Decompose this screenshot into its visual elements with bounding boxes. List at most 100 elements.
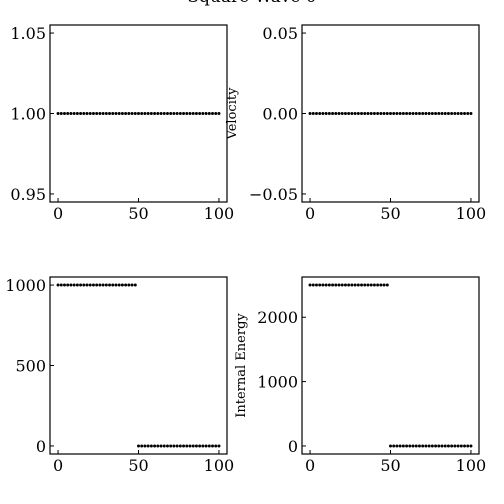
point [82, 283, 86, 287]
point [321, 112, 325, 115]
point [408, 112, 412, 115]
point [91, 112, 95, 115]
point [376, 112, 380, 115]
point [327, 112, 331, 115]
point [366, 112, 370, 115]
y-tick-label: 0.05 [262, 24, 298, 43]
point [421, 444, 425, 448]
point [214, 444, 218, 448]
point [137, 112, 140, 115]
point [117, 283, 121, 287]
point [143, 444, 147, 448]
point [114, 112, 118, 115]
y-tick-label: 1.00 [10, 105, 46, 124]
point [389, 444, 392, 448]
point [459, 444, 463, 448]
point [95, 112, 99, 115]
point [311, 283, 315, 287]
point [194, 112, 198, 115]
point [85, 112, 89, 115]
point [327, 283, 331, 287]
point [340, 283, 344, 287]
point [101, 112, 105, 115]
point [337, 112, 341, 115]
point [59, 112, 63, 115]
point [414, 444, 418, 448]
point [108, 283, 112, 287]
y-tick-label: 0.00 [262, 105, 298, 124]
point [143, 112, 147, 115]
point [353, 283, 357, 287]
point [111, 283, 115, 287]
point [162, 112, 166, 115]
point [347, 112, 351, 115]
point [443, 112, 447, 115]
point [88, 283, 92, 287]
point [401, 112, 405, 115]
point [443, 444, 447, 448]
point [385, 112, 389, 115]
point [469, 112, 473, 115]
point [456, 444, 460, 448]
point [185, 112, 189, 115]
point [140, 112, 144, 115]
figure-title: Square Wave 0 [187, 0, 316, 7]
axes-frame [49, 276, 228, 455]
point [104, 112, 108, 115]
point [347, 283, 351, 287]
point [463, 112, 467, 115]
point [149, 112, 153, 115]
point [175, 444, 179, 448]
point [178, 112, 182, 115]
point [114, 283, 118, 287]
point [156, 112, 160, 115]
point [95, 283, 99, 287]
point [466, 444, 470, 448]
point [417, 444, 421, 448]
point [130, 112, 134, 115]
point [389, 112, 392, 115]
point [117, 112, 121, 115]
x-tick-label: 0 [53, 456, 63, 475]
point [88, 112, 92, 115]
point [450, 112, 454, 115]
point [108, 112, 112, 115]
point [334, 283, 338, 287]
point [360, 283, 364, 287]
y-axis-label: Internal Energy [234, 313, 249, 418]
point [133, 112, 137, 115]
point [379, 283, 383, 287]
x-tick-label: 50 [380, 204, 400, 223]
point [91, 283, 95, 287]
point [334, 112, 338, 115]
subplot: 0 50 100 −0.05 0.00 0.05 Velocity [225, 24, 486, 223]
point [165, 112, 169, 115]
point [356, 112, 360, 115]
point [421, 112, 425, 115]
point [198, 444, 202, 448]
point [372, 112, 376, 115]
point [308, 112, 312, 115]
point [191, 112, 195, 115]
y-tick-label: 500 [15, 357, 46, 376]
y-axis-label: Velocity [225, 87, 240, 141]
point [217, 112, 221, 115]
point [440, 444, 444, 448]
point [308, 283, 312, 287]
point [194, 444, 198, 448]
point [405, 112, 409, 115]
point [450, 444, 454, 448]
x-tick-label: 0 [305, 204, 315, 223]
point [124, 112, 128, 115]
point [169, 444, 173, 448]
point [204, 444, 208, 448]
point [204, 112, 208, 115]
point [162, 444, 166, 448]
point [369, 283, 373, 287]
x-tick-label: 100 [204, 204, 235, 223]
point [127, 112, 131, 115]
point [401, 444, 405, 448]
subplot: 0 50 100 0.95 1.00 1.05 [10, 24, 234, 223]
